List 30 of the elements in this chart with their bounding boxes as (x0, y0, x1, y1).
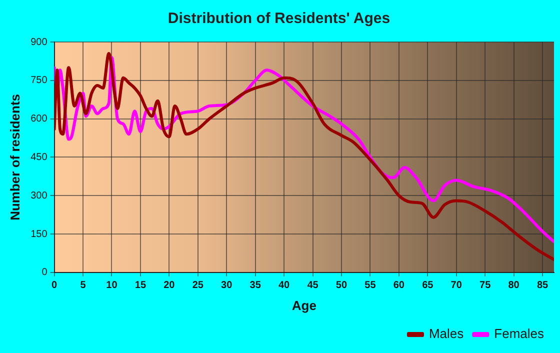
x-tick-label: 20 (164, 280, 176, 292)
x-tick-label: 15 (134, 280, 146, 292)
y-tick-label: 150 (30, 228, 48, 240)
y-tick-label: 900 (30, 36, 48, 48)
x-tick-label: 30 (221, 280, 233, 292)
x-tick-label: 85 (536, 280, 549, 292)
x-tick-label: 25 (192, 280, 204, 292)
x-tick-label: 50 (336, 280, 348, 292)
x-tick-label: 80 (508, 280, 520, 292)
y-tick-label: 0 (42, 267, 48, 278)
y-axis-title: Number of residents (7, 94, 22, 220)
chart-title: Distribution of Residents' Ages (168, 10, 390, 28)
x-tick-label: 35 (250, 280, 262, 292)
legend-label: Females (494, 326, 544, 342)
y-tick-label: 750 (30, 75, 48, 86)
x-tick-label: 65 (422, 280, 434, 292)
x-tick-label: 10 (106, 280, 118, 292)
x-tick-label: 5 (80, 280, 86, 292)
x-axis-title: Age (292, 298, 316, 313)
x-tick-label: 55 (364, 280, 376, 292)
y-tick-label: 600 (30, 114, 48, 125)
x-tick-label: 70 (450, 280, 462, 292)
y-tick-label: 300 (30, 190, 48, 202)
x-tick-label: 75 (480, 280, 492, 292)
x-tick-label: 0 (52, 280, 58, 292)
x-tick-label: 60 (393, 280, 405, 292)
legend-label: Males (428, 326, 464, 342)
y-tick-label: 450 (30, 152, 48, 163)
x-tick-label: 40 (278, 280, 290, 292)
x-tick-label: 45 (307, 280, 319, 292)
